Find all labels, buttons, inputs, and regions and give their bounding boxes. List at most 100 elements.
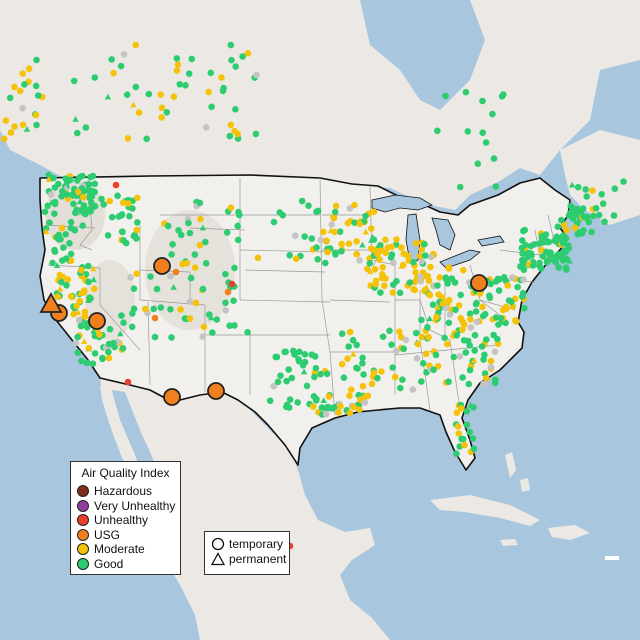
good-monitor [595, 211, 603, 219]
inactive-monitor [222, 307, 230, 314]
good-monitor [567, 210, 574, 218]
good-monitor [429, 301, 437, 309]
moderate-monitor [476, 290, 484, 297]
good-monitor [49, 259, 56, 267]
good-monitor [110, 339, 117, 347]
good-monitor [33, 121, 40, 129]
good-monitor [389, 364, 397, 371]
good-monitor [85, 187, 93, 195]
moderate-monitor [11, 83, 18, 91]
good-monitor [74, 129, 81, 137]
moderate-monitor [370, 208, 378, 216]
good-monitor [207, 69, 215, 77]
good-monitor [177, 231, 185, 239]
moderate-monitor [174, 61, 182, 68]
good-monitor [583, 193, 590, 200]
monitor-points [0, 41, 627, 550]
good-monitor [147, 273, 154, 280]
good-monitor [441, 334, 448, 342]
good-monitor [118, 228, 126, 235]
moderate-monitor [346, 328, 354, 336]
good-monitor [432, 351, 440, 359]
good-monitor [530, 241, 538, 248]
good-monitor [134, 219, 141, 226]
good-monitor [442, 276, 450, 283]
legend-label: temporary [229, 537, 284, 552]
lake-michigan [405, 213, 421, 263]
good-monitor [62, 255, 70, 262]
moderate-monitor [371, 266, 379, 273]
moderate-monitor [379, 271, 386, 279]
good-monitor [62, 175, 69, 182]
good-monitor [610, 212, 618, 219]
moderate-monitor [425, 333, 432, 341]
good-monitor [317, 370, 324, 378]
good-monitor [232, 63, 239, 70]
legend-label: Good [94, 556, 124, 571]
moderate-monitor [461, 441, 468, 449]
good-monitor [186, 229, 194, 237]
moderate-monitor [344, 219, 352, 227]
good-monitor [303, 382, 311, 390]
moderate-monitor [64, 276, 71, 283]
moderate-monitor [292, 255, 300, 263]
good-monitor [482, 139, 490, 146]
moderate-monitor [19, 121, 27, 129]
good-monitor [377, 242, 384, 249]
good-monitor [230, 297, 237, 305]
moderate-monitor [0, 135, 8, 143]
good-monitor [72, 209, 79, 217]
good-monitor-permanent [76, 198, 84, 205]
good-monitor [465, 380, 473, 388]
good-monitor [592, 205, 600, 212]
good-monitor [185, 219, 192, 227]
good-monitor [318, 404, 326, 411]
moderate-monitor-permanent [423, 284, 430, 290]
good-monitor [168, 334, 175, 341]
inactive-monitor [72, 339, 79, 347]
good-monitor [520, 227, 527, 235]
good-monitor [272, 353, 280, 361]
moderate-monitor [418, 333, 426, 341]
moderate-monitor [173, 67, 181, 74]
moderate-monitor [323, 237, 330, 245]
moderate-monitor [479, 303, 486, 311]
good-monitor [58, 278, 65, 286]
moderate-monitor [351, 201, 358, 209]
good-monitor [79, 172, 86, 180]
usg-markers [39, 257, 488, 406]
moderate-monitor [353, 250, 361, 258]
good-monitor [462, 88, 470, 96]
good-monitor [556, 234, 564, 242]
moderate-monitor-permanent [327, 227, 334, 234]
good-monitor-permanent [199, 224, 207, 231]
good-monitor [83, 359, 91, 367]
good-monitor [85, 181, 93, 188]
good-monitor [492, 183, 500, 190]
good-monitor [67, 250, 75, 258]
moderate-monitor [67, 293, 75, 300]
good-monitor [590, 212, 597, 220]
inactive-monitor [480, 380, 487, 388]
moderate-monitor [170, 93, 178, 100]
good-monitor-permanent [104, 93, 112, 100]
good-monitor-permanent [568, 181, 576, 188]
moderate-monitor-permanent [56, 285, 64, 292]
inactive-monitor [127, 274, 134, 281]
moderate-monitor [157, 91, 164, 98]
moderate-monitor [382, 236, 389, 244]
circle-icon [211, 538, 225, 551]
good-monitor-permanent [369, 233, 376, 240]
moderate-monitor [81, 287, 88, 295]
moderate-monitor [356, 406, 363, 413]
good-monitor [418, 316, 425, 324]
good-monitor [291, 351, 298, 358]
good-monitor [396, 289, 404, 297]
moderate-monitor [454, 423, 462, 430]
good-monitor [450, 353, 458, 361]
moderate-monitor [218, 74, 225, 81]
good-monitor [87, 295, 94, 302]
good-monitor [51, 198, 59, 206]
moderate-monitor [227, 121, 235, 129]
good-monitor [311, 353, 319, 360]
